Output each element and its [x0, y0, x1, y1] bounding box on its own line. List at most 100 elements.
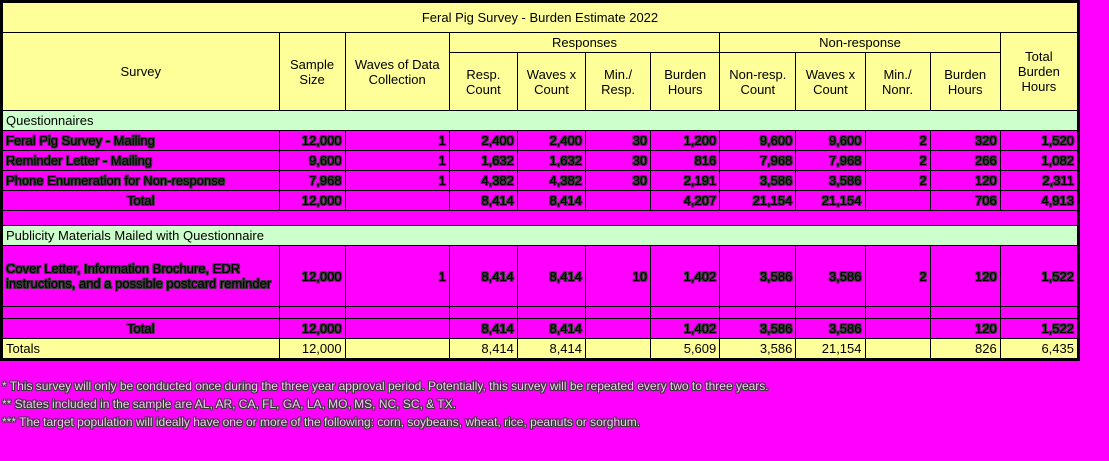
grand-total-row: Totals 12,000 8,414 8,414 5,609 3,586 21…	[1, 338, 1080, 360]
cell-resp-count: 8,414	[448, 318, 518, 339]
row-label: Feral Pig Survey - Mailing	[1, 130, 280, 151]
cell-waves: 1	[344, 170, 450, 191]
cell-waves: 1	[344, 245, 450, 307]
cell-resp-burden: 1,200	[650, 130, 721, 151]
cell-min-resp: 10	[585, 245, 652, 307]
cell-resp-count: 8,414	[448, 338, 518, 360]
empty-cell	[516, 306, 587, 319]
table-title: Feral Pig Survey - Burden Estimate 2022	[1, 1, 1079, 33]
cell-min-nonr: 2	[864, 170, 931, 191]
cell-total-burden: 6,435	[999, 338, 1080, 360]
group-header-non-response: Non-response	[719, 32, 1001, 53]
section-total-row: Total 12,000 8,414 8,414 4,207 21,154 21…	[1, 190, 1080, 211]
cell-sample-size: 12,000	[278, 190, 346, 211]
cell-sample-size: 9,600	[278, 150, 346, 171]
cell-nonresp-waves-x-count: 7,968	[795, 150, 866, 171]
cell-nonresp-burden: 120	[929, 245, 1001, 307]
footnote-1: * This survey will only be conducted onc…	[2, 379, 769, 393]
cell-min-resp	[585, 318, 652, 339]
section-band-publicity-materials: Publicity Materials Mailed with Question…	[1, 225, 1079, 246]
cell-min-nonr	[864, 190, 931, 211]
empty-cell	[650, 306, 721, 319]
cell-resp-burden: 1,402	[650, 245, 721, 307]
col-header-nonresp-count: Non-resp. Count	[719, 52, 797, 111]
cell-sample-size: 12,000	[278, 318, 346, 339]
cell-total-burden: 1,522	[999, 245, 1080, 307]
empty-cell	[585, 306, 652, 319]
cell-min-resp	[585, 338, 652, 360]
cell-resp-count: 2,400	[448, 130, 518, 151]
cell-nonresp-count: 9,600	[719, 130, 797, 151]
cell-nonresp-count: 3,586	[719, 170, 797, 191]
cell-waves: 1	[344, 130, 450, 151]
cell-total-burden: 1,520	[999, 130, 1080, 151]
col-header-nonresp-burden-hours: Burden Hours	[929, 52, 1001, 111]
cell-min-nonr: 2	[864, 130, 931, 151]
cell-total-burden: 2,311	[999, 170, 1080, 191]
footnotes: * This survey will only be conducted onc…	[2, 377, 1109, 431]
spacer-row	[1, 210, 1079, 226]
cell-min-nonr: 2	[864, 150, 931, 171]
col-header-sample-size: Sample Size	[278, 32, 346, 111]
cell-resp-burden: 4,207	[650, 190, 721, 211]
cell-sample-size: 12,000	[278, 338, 346, 360]
cell-waves	[344, 190, 450, 211]
cell-min-nonr	[864, 318, 931, 339]
section-total-row: Total 12,000 8,414 8,414 1,402 3,586 3,5…	[1, 318, 1080, 339]
cell-min-nonr	[864, 338, 931, 360]
group-header-responses: Responses	[448, 32, 721, 53]
table-row: Phone Enumeration for Non-response 7,968…	[1, 170, 1080, 191]
cell-min-resp: 30	[585, 170, 652, 191]
cell-resp-count: 1,632	[448, 150, 518, 171]
cell-sample-size: 12,000	[278, 245, 346, 307]
cell-waves	[344, 338, 450, 360]
col-header-resp-count: Resp. Count	[448, 52, 518, 111]
empty-cell	[278, 306, 346, 319]
cell-nonresp-count: 3,586	[719, 338, 797, 360]
table-row: Feral Pig Survey - Mailing 12,000 1 2,40…	[1, 130, 1080, 151]
empty-cell	[999, 306, 1080, 319]
row-label: Phone Enumeration for Non-response	[1, 170, 280, 191]
cell-nonresp-waves-x-count: 21,154	[795, 338, 866, 360]
table-row: Cover Letter, Information Brochure, EDR …	[1, 245, 1080, 307]
total-label: Total	[1, 318, 280, 339]
cell-nonresp-count: 7,968	[719, 150, 797, 171]
cell-total-burden: 1,082	[999, 150, 1080, 171]
cell-nonresp-burden: 320	[929, 130, 1001, 151]
cell-resp-count: 8,414	[448, 190, 518, 211]
cell-nonresp-waves-x-count: 21,154	[795, 190, 866, 211]
section-band-questionnaires: Questionnaires	[1, 110, 1079, 131]
cell-min-resp: 30	[585, 130, 652, 151]
cell-resp-waves-x-count: 4,382	[516, 170, 587, 191]
cell-nonresp-burden: 706	[929, 190, 1001, 211]
cell-nonresp-count: 21,154	[719, 190, 797, 211]
cell-resp-burden: 5,609	[650, 338, 721, 360]
empty-cell	[795, 306, 866, 319]
empty-cell	[864, 306, 931, 319]
col-header-min-per-resp: Min./ Resp.	[585, 52, 652, 111]
cell-nonresp-waves-x-count: 9,600	[795, 130, 866, 151]
total-label: Total	[1, 190, 280, 211]
cell-nonresp-count: 3,586	[719, 318, 797, 339]
cell-nonresp-waves-x-count: 3,586	[795, 170, 866, 191]
cell-resp-count: 4,382	[448, 170, 518, 191]
cell-min-nonr: 2	[864, 245, 931, 307]
col-header-resp-waves-x-count: Waves x Count	[516, 52, 587, 111]
cell-resp-burden: 2,191	[650, 170, 721, 191]
cell-resp-waves-x-count: 8,414	[516, 338, 587, 360]
empty-cell	[448, 306, 518, 319]
col-header-survey: Survey	[1, 32, 280, 111]
cell-nonresp-waves-x-count: 3,586	[795, 245, 866, 307]
spacer-cell	[1, 210, 1079, 226]
grand-total-label: Totals	[1, 338, 280, 360]
cell-sample-size: 12,000	[278, 130, 346, 151]
col-header-total-burden-hours: Total Burden Hours	[999, 32, 1080, 111]
footnote-3: *** The target population will ideally h…	[2, 415, 641, 429]
footnote-2: ** States included in the sample are AL,…	[2, 397, 456, 411]
col-header-waves-of-data-collection: Waves of Data Collection	[344, 32, 450, 111]
cell-min-resp: 30	[585, 150, 652, 171]
col-header-min-per-nonr: Min./ Nonr.	[864, 52, 931, 111]
cell-total-burden: 4,913	[999, 190, 1080, 211]
table-row: Reminder Letter - Mailing 9,600 1 1,632 …	[1, 150, 1080, 171]
